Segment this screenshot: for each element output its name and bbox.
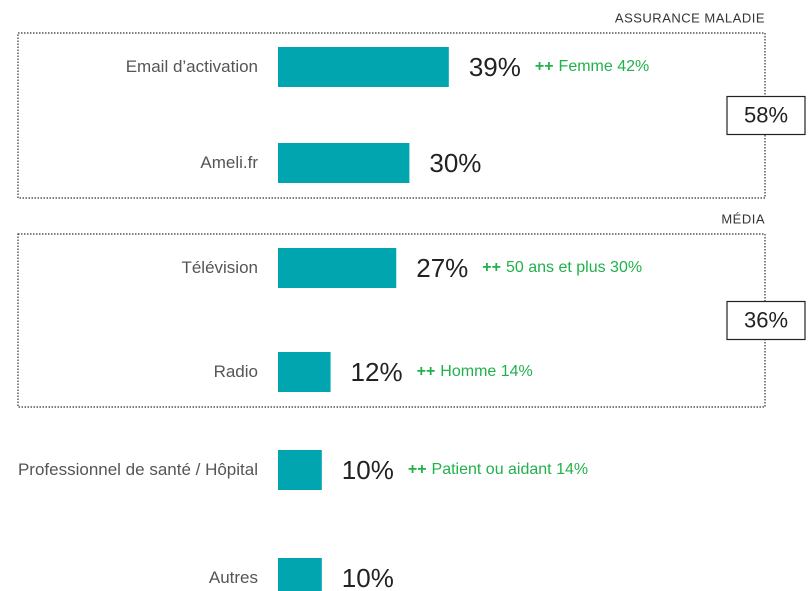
group-box xyxy=(17,233,766,408)
annotation-text: 50 ans et plus 30% xyxy=(506,259,642,276)
bar xyxy=(278,143,410,183)
category-label: Radio xyxy=(213,362,258,381)
annotation: ++ Homme 14% xyxy=(417,363,533,380)
bar xyxy=(278,352,331,392)
annotation-text: Femme 42% xyxy=(559,58,650,75)
value-label: 30% xyxy=(429,148,481,178)
bar xyxy=(278,248,397,288)
annotation: ++ Femme 42% xyxy=(535,58,649,75)
value-label: 10% xyxy=(342,563,394,591)
category-label: Autres xyxy=(208,568,258,587)
group-total-label: 58% xyxy=(744,102,788,127)
group-total-box xyxy=(726,300,806,341)
value-label: 39% xyxy=(469,52,521,82)
annotation: ++ Patient ou aidant 14% xyxy=(408,461,588,478)
value-label: 12% xyxy=(351,357,403,387)
group-title: ASSURANCE MALADIE xyxy=(615,10,765,25)
category-label: Email d’activation xyxy=(125,57,258,76)
value-label: 27% xyxy=(416,253,468,283)
value-label: 10% xyxy=(342,455,394,485)
annotation-text: Patient ou aidant 14% xyxy=(432,461,589,478)
group-title: MÉDIA xyxy=(721,211,765,226)
annotation-prefix: ++ xyxy=(408,461,427,478)
bar xyxy=(278,450,322,490)
group-total-label: 36% xyxy=(744,307,788,332)
bar xyxy=(278,47,449,87)
group-total-box xyxy=(726,95,806,136)
category-label: Ameli.fr xyxy=(200,153,258,172)
annotation-prefix: ++ xyxy=(482,259,501,276)
annotation-prefix: ++ xyxy=(535,58,554,75)
category-label: Professionnel de santé / Hôpital xyxy=(17,460,258,479)
category-label: Télévision xyxy=(181,258,258,277)
bar xyxy=(278,558,322,591)
annotation: ++ 50 ans et plus 30% xyxy=(482,259,642,276)
annotation-text: Homme 14% xyxy=(440,363,532,380)
annotation-prefix: ++ xyxy=(417,363,436,380)
